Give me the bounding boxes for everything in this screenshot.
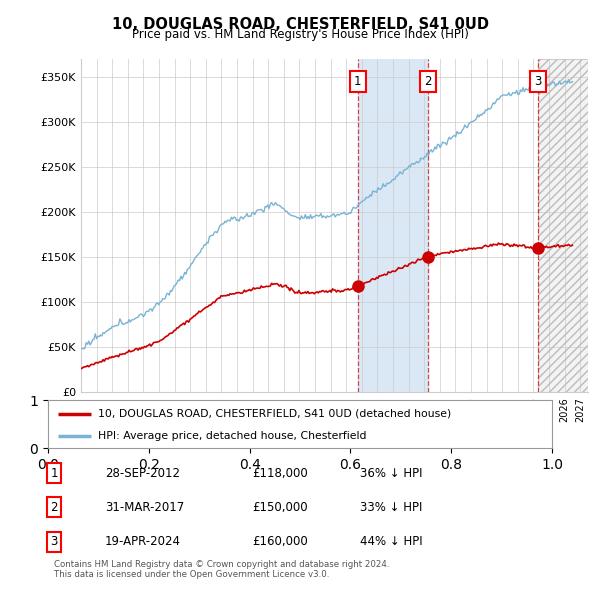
Text: 10, DOUGLAS ROAD, CHESTERFIELD, S41 0UD (detached house): 10, DOUGLAS ROAD, CHESTERFIELD, S41 0UD …	[98, 408, 452, 418]
Text: 19-APR-2024: 19-APR-2024	[105, 535, 181, 548]
Text: 2: 2	[50, 501, 58, 514]
Text: 3: 3	[50, 535, 58, 548]
Text: 3: 3	[535, 75, 542, 88]
Text: 36% ↓ HPI: 36% ↓ HPI	[360, 467, 422, 480]
Text: 28-SEP-2012: 28-SEP-2012	[105, 467, 180, 480]
Bar	[538, 59, 588, 392]
Text: 33% ↓ HPI: 33% ↓ HPI	[360, 501, 422, 514]
Text: 1: 1	[354, 75, 362, 88]
Text: HPI: Average price, detached house, Chesterfield: HPI: Average price, detached house, Ches…	[98, 431, 367, 441]
Text: 10, DOUGLAS ROAD, CHESTERFIELD, S41 0UD: 10, DOUGLAS ROAD, CHESTERFIELD, S41 0UD	[112, 17, 488, 31]
Text: Contains HM Land Registry data © Crown copyright and database right 2024.
This d: Contains HM Land Registry data © Crown c…	[54, 560, 389, 579]
Text: 1: 1	[50, 467, 58, 480]
Text: 44% ↓ HPI: 44% ↓ HPI	[360, 535, 422, 548]
Text: 2: 2	[424, 75, 432, 88]
Text: £150,000: £150,000	[252, 501, 308, 514]
Bar	[538, 59, 588, 392]
Text: £118,000: £118,000	[252, 467, 308, 480]
Text: 31-MAR-2017: 31-MAR-2017	[105, 501, 184, 514]
Text: £160,000: £160,000	[252, 535, 308, 548]
Text: Price paid vs. HM Land Registry's House Price Index (HPI): Price paid vs. HM Land Registry's House …	[131, 28, 469, 41]
Bar	[358, 59, 428, 392]
